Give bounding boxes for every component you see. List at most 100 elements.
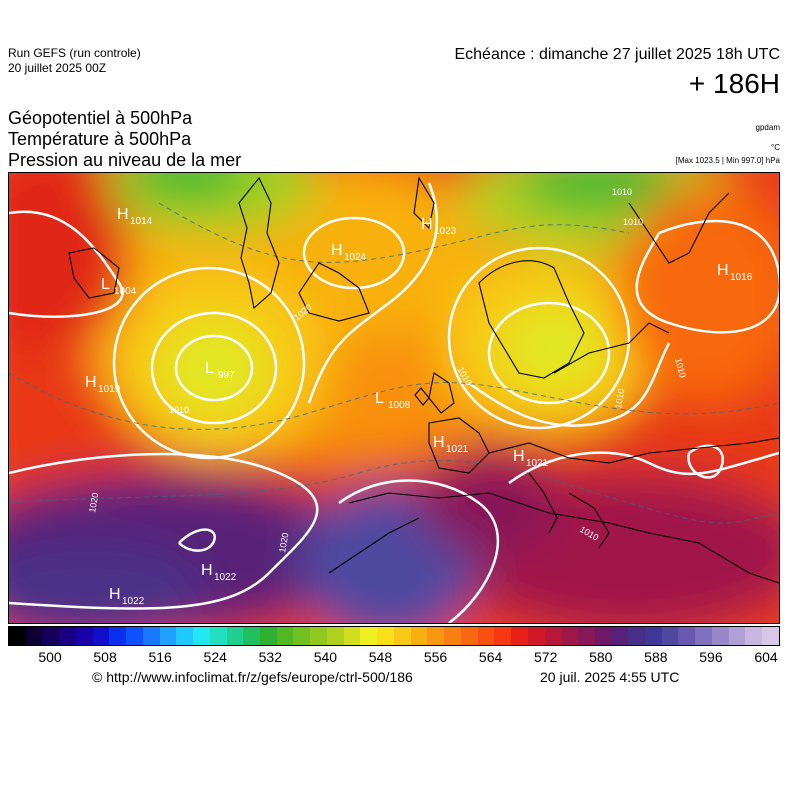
center-value: 997 <box>218 370 235 381</box>
colorbar-swatch <box>577 627 595 645</box>
colorbar-swatch <box>377 627 394 645</box>
lead-time: + 186H <box>688 68 780 99</box>
colorbar-tick-label: 540 <box>313 649 338 665</box>
parameter-pressure: Pression au niveau de la mer <box>8 150 242 170</box>
colorbar-tick-label: 532 <box>258 649 282 665</box>
colorbar-swatch <box>427 627 445 645</box>
pressure-center: H 1022 <box>109 586 145 607</box>
colorbar-swatch <box>243 627 261 645</box>
center-value: 1022 <box>122 596 145 607</box>
colorbar-swatch <box>276 627 294 645</box>
colorbar-swatch <box>494 627 512 645</box>
colorbar-swatch <box>628 627 645 645</box>
run-name: Run GEFS (run controle) <box>8 46 141 60</box>
colorbar-swatch <box>695 627 712 645</box>
unit-geopotential: gpdam <box>755 123 780 132</box>
colorbar-swatch <box>410 627 428 645</box>
parameter-temperature: Température à 500hPa <box>8 129 192 149</box>
colorbar-tick-label: 580 <box>589 649 613 665</box>
center-value: 1008 <box>388 400 411 411</box>
isobars <box>9 182 779 623</box>
colorbar-tick-label: 604 <box>754 649 778 665</box>
colorbar-swatch <box>527 627 545 645</box>
colorbar-swatch <box>226 627 244 645</box>
pressure-center: L 997 <box>205 360 235 381</box>
center-type: H <box>433 434 445 451</box>
colorbar-swatch <box>142 627 160 645</box>
isobar-label: 1010 <box>612 187 632 197</box>
colorbar-swatch <box>92 627 110 645</box>
colorbar-swatch <box>611 627 629 645</box>
colorbar-tick-label: 556 <box>423 649 448 665</box>
colorbar-swatch <box>644 627 662 645</box>
colorbar-swatch <box>477 627 495 645</box>
colorbar-swatch <box>745 627 763 645</box>
center-type: H <box>717 262 729 279</box>
colorbar-swatch <box>25 627 43 645</box>
isobar-label: 1020 <box>277 532 290 553</box>
colorbar-swatch <box>159 627 177 645</box>
pressure-center: H 1021 <box>513 448 549 469</box>
center-value: 1014 <box>130 216 153 227</box>
center-value: 1024 <box>344 252 367 263</box>
center-type: L <box>101 276 110 293</box>
colorbar-swatch <box>310 627 327 645</box>
isobar-label: 1010 <box>623 217 643 227</box>
center-value: 1021 <box>526 458 549 469</box>
pressure-center: H 1021 <box>433 434 469 455</box>
isobar-label: 1010 <box>613 388 626 409</box>
colorbar-swatch <box>126 627 143 645</box>
colorbar <box>8 626 780 646</box>
colorbar-swatch <box>511 627 528 645</box>
colorbar-swatch <box>193 627 210 645</box>
source-credit: © http://www.infoclimat.fr/z/gefs/europe… <box>92 669 413 685</box>
parameter-geopotential: Géopotentiel à 500hPa <box>8 108 193 128</box>
colorbar-tick-label: 524 <box>203 649 227 665</box>
colorbar-swatch <box>59 627 76 645</box>
colorbar-swatch <box>109 627 127 645</box>
colorbar-tick-label: 508 <box>93 649 117 665</box>
center-value: 1019 <box>98 384 121 395</box>
colorbar-swatch <box>711 627 729 645</box>
pressure-center: H 1014 <box>117 206 153 227</box>
colorbar-swatch <box>728 627 746 645</box>
colorbar-ticks: 500 508 516 524 532 540 548 556 564 572 580 588 596 6… <box>8 649 780 665</box>
pressure-center: H 1019 <box>85 374 121 395</box>
colorbar-tick-label: 516 <box>148 649 172 665</box>
colorbar-tick-label: 548 <box>368 649 393 665</box>
center-type: H <box>109 586 121 603</box>
colorbar-swatch <box>293 627 311 645</box>
colorbar-swatch <box>42 627 60 645</box>
unit-pressure: [Max 1023.5 | Min 997.0] hPa <box>675 156 780 165</box>
colorbar-swatch <box>9 627 26 645</box>
colorbar-swatch <box>444 627 461 645</box>
center-type: H <box>331 242 343 259</box>
weather-map: H 1014 L 1004 H 1024 H 1023 L 997 H 1019 L 1008… <box>8 172 780 624</box>
center-type: H <box>117 206 129 223</box>
colorbar-swatch <box>209 627 227 645</box>
colorbar-swatch <box>460 627 478 645</box>
center-value: 1004 <box>114 286 137 297</box>
unit-temperature: °C <box>771 143 780 152</box>
coastlines <box>68 176 779 584</box>
colorbar-tick-label: 588 <box>644 649 668 665</box>
run-date: 20 juillet 2025 00Z <box>8 61 107 75</box>
colorbar-tick-label: 564 <box>478 649 503 665</box>
colorbar-swatch <box>75 627 93 645</box>
colorbar-swatch <box>561 627 578 645</box>
pressure-center: L 1008 <box>375 390 411 411</box>
colorbar-tick-label: 596 <box>699 649 723 665</box>
colorbar-swatch <box>326 627 344 645</box>
center-type: H <box>201 562 213 579</box>
pressure-center: H 1023 <box>421 216 457 237</box>
center-type: L <box>205 360 214 377</box>
center-value: 1023 <box>434 226 457 237</box>
center-type: L <box>375 390 384 407</box>
pressure-center: L 1004 <box>101 276 137 297</box>
colorbar-swatch <box>661 627 679 645</box>
colorbar-swatch <box>360 627 378 645</box>
center-type: H <box>421 216 433 233</box>
colorbar-swatch <box>678 627 696 645</box>
colorbar-swatch <box>260 627 277 645</box>
colorbar-swatch <box>762 627 779 645</box>
